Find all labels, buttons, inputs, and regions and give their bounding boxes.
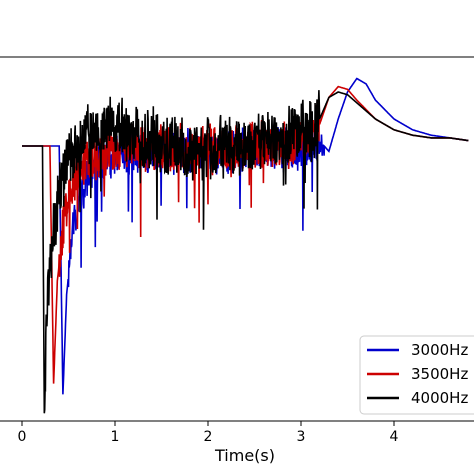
x-axis: 0 1 2 3 4 xyxy=(18,421,399,445)
legend-label-3500Hz: 3500Hz xyxy=(411,365,468,383)
legend-box xyxy=(359,335,474,415)
x-tick-label-2: 2 xyxy=(204,429,213,445)
x-tick-label-1: 1 xyxy=(111,429,120,445)
legend-label-3000Hz: 3000Hz xyxy=(411,341,468,359)
series-line-4000Hz xyxy=(22,90,469,414)
legend-label-4000Hz: 4000Hz xyxy=(411,389,468,407)
legend: 3000Hz 3500Hz 4000Hz xyxy=(359,335,474,415)
x-tick-label-0: 0 xyxy=(18,429,27,445)
series-layer xyxy=(22,77,469,414)
x-tick-label-3: 3 xyxy=(297,429,306,445)
x-tick-label-4: 4 xyxy=(390,429,399,445)
x-axis-title: Time(s) xyxy=(214,446,275,465)
